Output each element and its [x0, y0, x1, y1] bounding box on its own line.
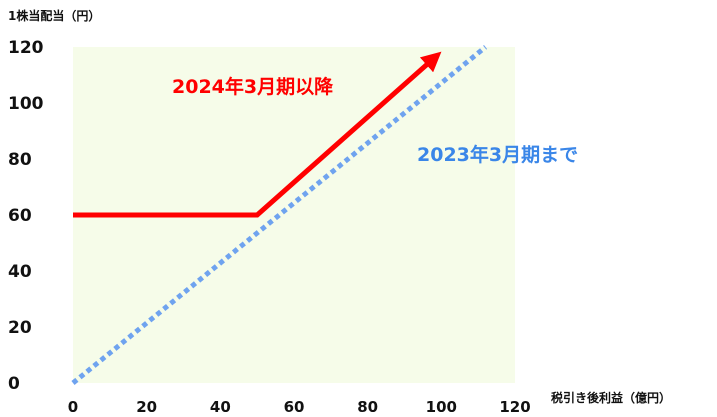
annotation-2023: 2023年3月期まで — [417, 143, 578, 166]
y-tick-label-60: 60 — [8, 206, 32, 226]
x-axis-title: 税引き後利益（億円） — [551, 390, 671, 405]
x-tick-label-20: 20 — [136, 398, 157, 416]
x-tick-label-0: 0 — [68, 398, 78, 416]
series-line-1 — [71, 45, 488, 385]
x-tick-label-120: 120 — [499, 398, 530, 416]
y-tick-label-20: 20 — [8, 318, 32, 338]
x-tick-label-40: 40 — [210, 398, 231, 416]
y-tick-label-120: 120 — [8, 38, 44, 58]
y-tick-label-80: 80 — [8, 150, 32, 170]
y-tick-label-100: 100 — [8, 94, 44, 114]
y-tick-label-40: 40 — [8, 262, 32, 282]
y-tick-label-0: 0 — [8, 374, 20, 394]
y-axis-title: 1株当配当（円） — [8, 8, 100, 23]
series-line-0 — [73, 51, 442, 218]
x-tick-label-80: 80 — [357, 398, 378, 416]
annotation-2024: 2024年3月期以降 — [172, 75, 334, 98]
x-tick-label-60: 60 — [284, 398, 305, 416]
x-tick-label-100: 100 — [426, 398, 457, 416]
